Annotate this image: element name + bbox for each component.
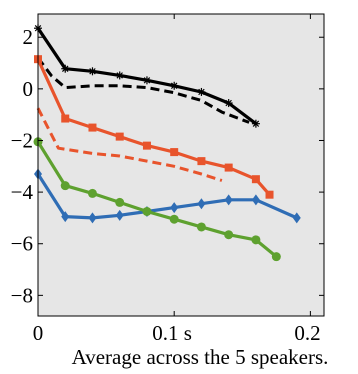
series-line-2 (36, 58, 271, 196)
data-point (265, 190, 274, 199)
data-point (292, 212, 301, 224)
data-point (224, 194, 233, 206)
data-point (170, 148, 179, 157)
data-point (142, 206, 152, 216)
data-point (251, 194, 260, 206)
y-tick-label: −6 (11, 232, 33, 256)
data-point (224, 99, 233, 108)
data-point (170, 81, 179, 90)
y-tick-label: 2 (23, 25, 34, 49)
data-point (169, 214, 179, 224)
data-point (197, 157, 206, 166)
data-point (251, 235, 261, 245)
data-point (115, 197, 125, 207)
tick-layer: 0 0.1 s 0.2 2 0 −2 −4 −6 −8 (11, 14, 324, 345)
series-line-1 (36, 56, 250, 124)
y-tick-label: −8 (11, 283, 33, 307)
data-point (224, 230, 234, 240)
y-tick-label: −2 (11, 128, 33, 152)
data-point (88, 123, 97, 132)
data-point (196, 222, 206, 232)
data-point (88, 67, 97, 76)
y-tick-label: 0 (23, 77, 34, 101)
data-point (115, 71, 124, 80)
data-point (88, 212, 97, 224)
series-line-4 (36, 173, 298, 220)
data-point (61, 64, 70, 73)
data-point (251, 175, 260, 184)
x-tick-label: 0 (33, 321, 44, 345)
data-point (61, 114, 70, 123)
series-line-5 (36, 140, 278, 258)
x-tick-label: 0.1 s (152, 321, 192, 345)
data-point (251, 119, 260, 128)
data-point (61, 211, 70, 223)
plot-frame (37, 13, 325, 317)
series-line-3 (36, 107, 223, 182)
data-point (224, 163, 233, 172)
data-point (115, 132, 124, 141)
y-tick-label: −4 (11, 180, 34, 204)
data-point (60, 181, 70, 191)
data-point (142, 76, 151, 85)
data-point (197, 87, 206, 96)
data-point (115, 209, 124, 221)
plot-background (38, 14, 324, 316)
data-point (87, 188, 97, 198)
data-point (170, 202, 179, 214)
data-point (271, 252, 281, 262)
data-point (142, 141, 151, 150)
data-point (197, 198, 206, 210)
caption: Average across the 5 speakers. (72, 345, 329, 369)
x-tick-label: 0.2 (294, 321, 320, 345)
